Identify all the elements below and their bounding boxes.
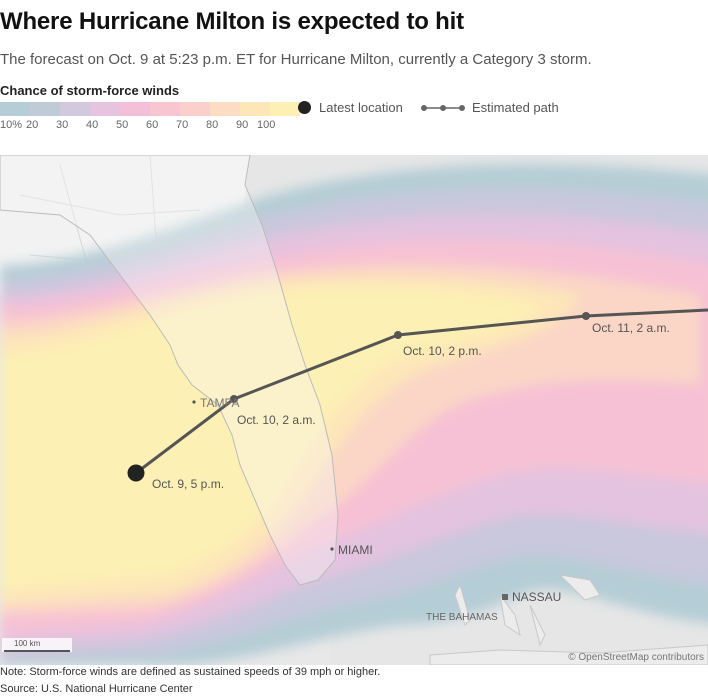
latest-location-dot-icon [298, 101, 311, 114]
bahamas-islands [454, 574, 601, 647]
estimated-path-label: Estimated path [472, 100, 559, 115]
city-label-nassau: NASSAU [512, 590, 561, 604]
tick-label: 40 [86, 119, 99, 131]
path-label-oct10-2am: Oct. 10, 2 a.m. [237, 413, 316, 427]
source-line: Source: U.S. National Hurricane Center [0, 683, 193, 695]
footnote: Note: Storm-force winds are defined as s… [0, 666, 381, 678]
scale-ticks: 10% 20 30 40 50 60 70 80 90 100 [0, 119, 280, 133]
map-scale-bar: 100 km [2, 638, 72, 652]
estimated-path-legend: Estimated path [420, 100, 559, 115]
path-label-oct10-2pm: Oct. 10, 2 p.m. [403, 344, 482, 358]
swatch-50 [120, 102, 150, 116]
city-label-miami: MIAMI [338, 543, 373, 557]
map-attribution: © OpenStreetMap contributors [568, 652, 704, 663]
map-svg: Oct. 9, 5 p.m. Oct. 10, 2 a.m. Oct. 10, … [0, 155, 708, 665]
swatch-30 [60, 102, 90, 116]
latest-location-legend: Latest location [298, 100, 403, 115]
hurricane-map[interactable]: Oct. 9, 5 p.m. Oct. 10, 2 a.m. Oct. 10, … [0, 155, 708, 665]
latest-location-label: Latest location [319, 100, 403, 115]
tick-label: 80 [206, 119, 219, 131]
path-point-oct10-2am [230, 395, 238, 403]
legend-title: Chance of storm-force winds [0, 83, 180, 98]
swatch-60 [150, 102, 180, 116]
tick-label: 30 [56, 119, 69, 131]
country-label-bahamas: THE BAHAMAS [426, 612, 498, 623]
scale-bar-label: 100 km [14, 639, 41, 648]
swatch-80 [210, 102, 240, 116]
swatch-100 [270, 102, 300, 116]
probability-color-scale [0, 102, 300, 116]
tick-label: 90 [236, 119, 249, 131]
subtitle: The forecast on Oct. 9 at 5:23 p.m. ET f… [0, 51, 592, 68]
swatch-70 [180, 102, 210, 116]
path-label-oct11-2am: Oct. 11, 2 a.m. [592, 321, 670, 335]
tick-label: 50 [116, 119, 129, 131]
cuba-coast [429, 644, 708, 665]
tick-label: 60 [146, 119, 159, 131]
swatch-90 [240, 102, 270, 116]
swatch-10 [0, 102, 30, 116]
path-point-oct10-2pm [394, 331, 402, 339]
path-point-oct11-2am [582, 312, 590, 320]
city-label-tampa: TAMPA [200, 396, 240, 410]
latest-location-marker [127, 464, 145, 482]
page-title: Where Hurricane Milton is expected to hi… [0, 8, 464, 35]
tick-label: 100 [257, 119, 276, 131]
tick-label: 20 [26, 119, 39, 131]
path-label-oct9-5pm: Oct. 9, 5 p.m. [152, 477, 224, 491]
estimated-path-icon [421, 104, 465, 111]
florida-outline [0, 155, 339, 586]
wind-probability-bands [0, 164, 708, 665]
swatch-40 [90, 102, 120, 116]
swatch-20 [30, 102, 60, 116]
tick-label: 10% [0, 119, 23, 131]
tick-label: 70 [176, 119, 189, 131]
